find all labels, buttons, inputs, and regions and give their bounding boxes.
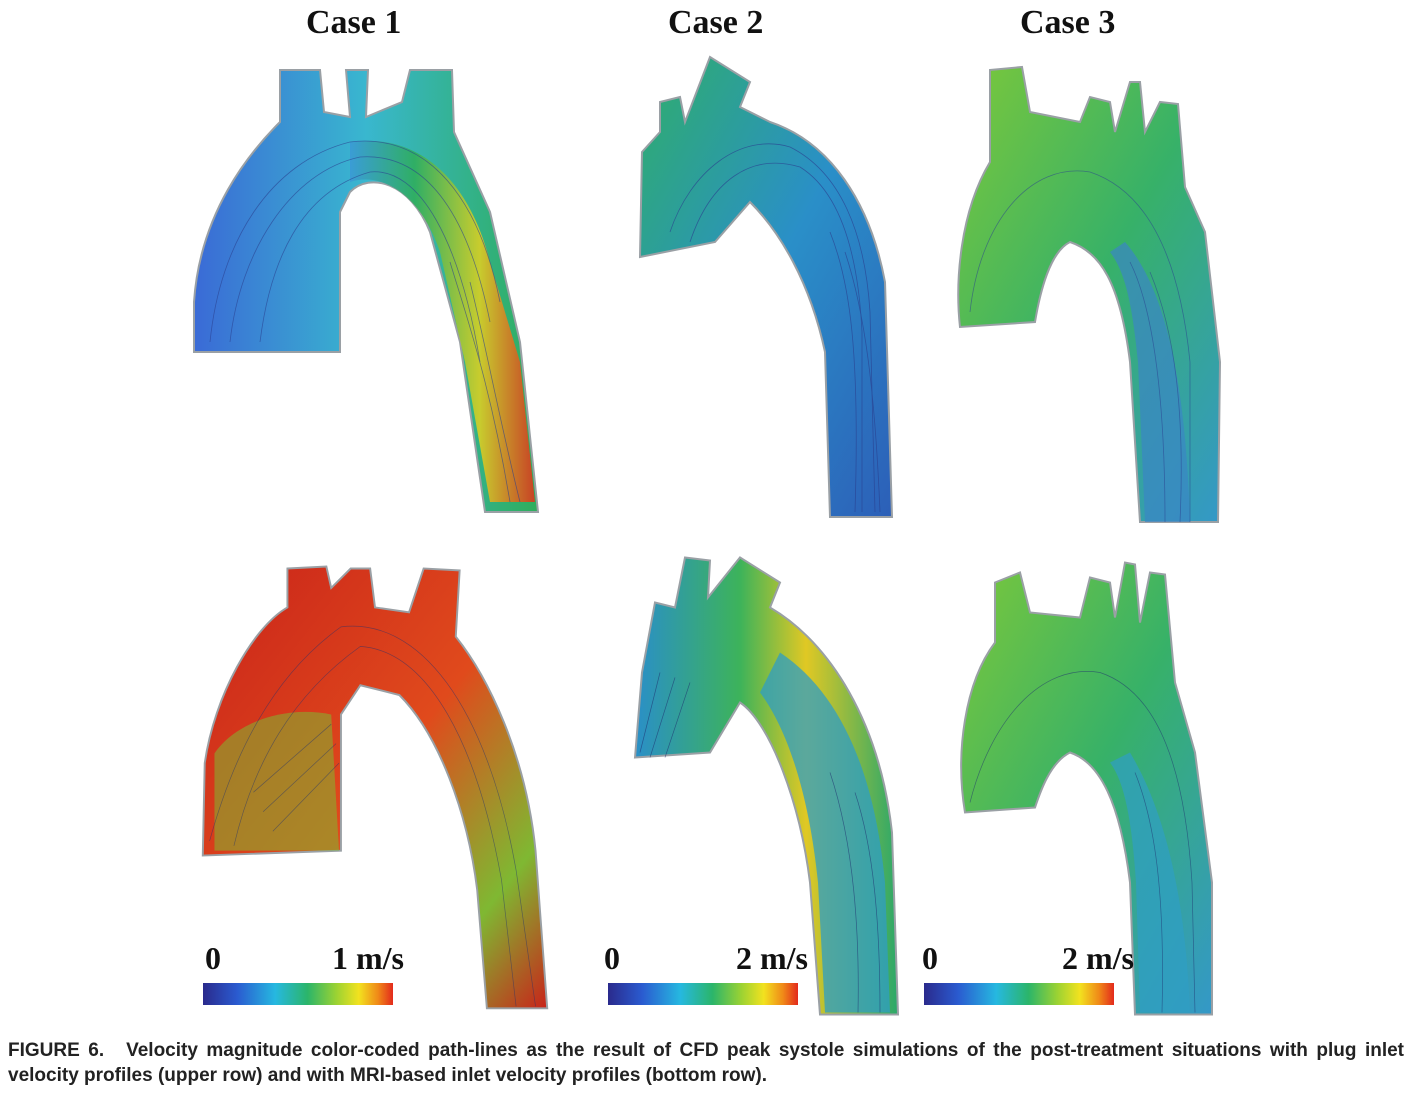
aorta-streamlines-case-2-mri — [633, 556, 900, 1016]
color-scale-bar-case-1 — [203, 983, 393, 1005]
scale-max-case-2: 2 m/s — [736, 940, 808, 976]
scale-max-case-1: 1 m/s — [332, 940, 404, 976]
aorta-streamlines-case-3-mri — [960, 561, 1213, 1016]
case-2-title: Case 2 — [668, 4, 764, 41]
color-scale-bar-case-2 — [608, 983, 798, 1005]
panel-case-3-plug-inlet — [950, 62, 1310, 542]
aorta-streamlines-case-1-plug — [193, 69, 540, 513]
panel-case-1-plug-inlet — [190, 62, 550, 542]
panel-case-3-mri-inlet — [950, 545, 1310, 1025]
panel-case-1-mri-inlet — [195, 545, 555, 1025]
aorta-streamlines-case-2-plug — [638, 55, 894, 518]
aorta-streamlines-case-3-plug — [957, 65, 1222, 523]
case-3-title: Case 3 — [1020, 4, 1116, 41]
aorta-streamlines-case-1-mri — [201, 565, 549, 1010]
panel-case-2-plug-inlet — [630, 52, 990, 532]
figure-label: FIGURE 6. — [8, 1040, 105, 1061]
scale-min-case-3: 0 — [922, 940, 938, 976]
figure-caption: FIGURE 6. Velocity magnitude color-coded … — [8, 1038, 1404, 1088]
color-scale-bar-case-3 — [924, 983, 1114, 1005]
scale-max-case-3: 2 m/s — [1062, 940, 1134, 976]
panel-case-2-mri-inlet — [630, 545, 990, 1025]
scale-min-case-1: 0 — [205, 940, 221, 976]
figure-caption-text: Velocity magnitude color-coded path-line… — [8, 1040, 1405, 1086]
scale-min-case-2: 0 — [604, 940, 620, 976]
case-1-title: Case 1 — [306, 4, 402, 41]
